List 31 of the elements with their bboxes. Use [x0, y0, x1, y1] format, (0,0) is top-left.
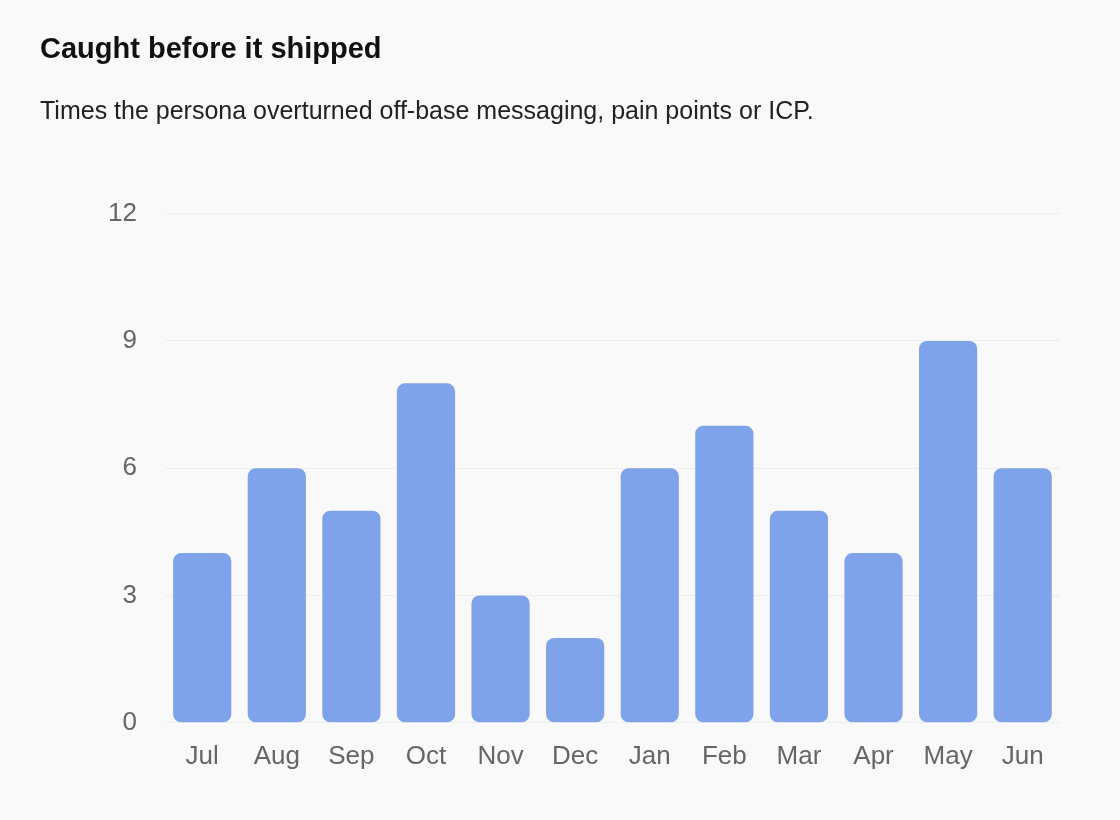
x-tick-label: May: [923, 739, 973, 770]
bar: [322, 510, 381, 723]
x-tick-label: Dec: [552, 739, 599, 770]
bar: [844, 553, 903, 723]
chart-subtitle: Times the persona overturned off-base messaging, pain points or ICP.: [40, 96, 814, 125]
y-tick-label: 9: [122, 324, 137, 355]
y-tick-label: 6: [122, 451, 137, 482]
x-tick-label: Apr: [853, 739, 895, 770]
x-tick-label: Aug: [253, 739, 300, 770]
chart-title: Caught before it shipped: [40, 32, 382, 65]
bar: [247, 468, 306, 723]
x-tick-label: Oct: [405, 739, 447, 770]
x-tick-label: Feb: [701, 739, 747, 770]
bar: [993, 468, 1052, 723]
bar: [396, 383, 456, 723]
x-tick-label: Jun: [1001, 739, 1044, 770]
bar: [769, 510, 829, 723]
x-tick-label: Sep: [328, 739, 375, 770]
y-tick-label: 0: [122, 705, 137, 736]
bar: [173, 553, 232, 723]
bar: [471, 595, 530, 723]
y-tick-label: 12: [108, 196, 137, 227]
bar: [620, 468, 679, 723]
x-tick-label: Jul: [185, 739, 219, 770]
x-tick-label: Mar: [776, 739, 822, 770]
x-tick-label: Jan: [628, 739, 671, 770]
x-tick-label: Nov: [477, 739, 524, 770]
bar: [695, 425, 754, 723]
bar: [919, 340, 978, 723]
bar: [546, 637, 605, 723]
y-tick-label: 3: [122, 578, 137, 609]
